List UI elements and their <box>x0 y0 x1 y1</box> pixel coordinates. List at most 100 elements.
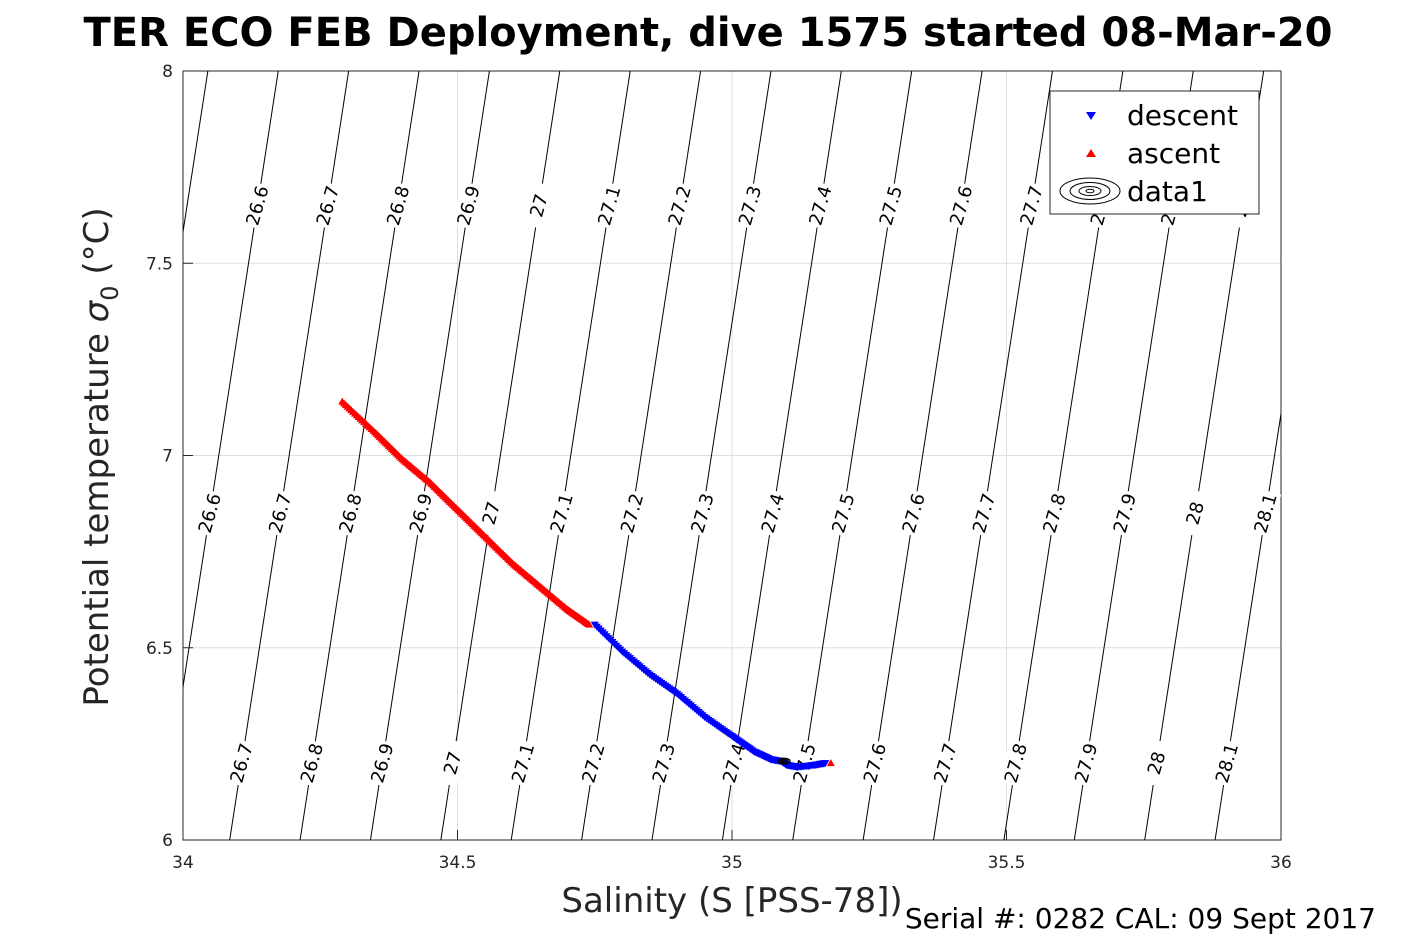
contour-label: 27.6 <box>860 741 891 785</box>
data-points <box>338 397 835 771</box>
contour-label: 26.7 <box>313 184 344 228</box>
contour-label-bg <box>1138 738 1173 788</box>
contour-label-bg <box>716 738 750 788</box>
contour-label: 27.3 <box>649 741 680 785</box>
contour-label-bg <box>1209 738 1243 788</box>
contour-label: 26.6 <box>195 491 226 535</box>
contour-label-bg <box>310 181 344 230</box>
y-axis-label: Potential temperature σ0 (°C) <box>77 207 124 706</box>
isopycnal-line <box>1285 71 1404 840</box>
legend-descent-label: descent <box>1127 99 1238 132</box>
contour-label-bg <box>333 488 367 538</box>
contour-label-bg <box>1107 488 1141 538</box>
contour-label-bg <box>262 488 296 538</box>
contour-label: 27.1 <box>594 184 625 228</box>
x-tick-label: 36 <box>1270 853 1292 873</box>
contour-label: 27.1 <box>508 741 539 785</box>
contour-label-bg <box>450 181 485 230</box>
contour-label-bg <box>732 181 766 230</box>
contour-label: 27.7 <box>930 741 961 785</box>
contour-label-bg <box>873 181 907 230</box>
contour-label: 26.9 <box>453 184 484 228</box>
contour-label: 28.1 <box>1250 491 1281 535</box>
contour-label-bg <box>787 738 821 788</box>
contour-label: 27.5 <box>876 184 907 228</box>
contour-label-bg <box>943 181 977 230</box>
footer-serial-cal: Serial #: 0282 CAL: 09 Sept 2017 <box>905 902 1376 935</box>
contour-label-bg <box>473 488 508 538</box>
legend: descent ascent data1 <box>1049 90 1260 215</box>
contour-label-bg <box>364 738 399 788</box>
contour-label: 27.2 <box>665 184 696 228</box>
contour-label: 27.7 <box>969 491 1000 535</box>
contour-label: 26.9 <box>367 741 398 785</box>
contour-label-bg <box>998 738 1032 788</box>
contour-label-bg <box>857 738 891 788</box>
contour-label: 27.8 <box>1039 491 1070 535</box>
x-axis-label: Salinity (S [PSS-78]) <box>561 881 902 921</box>
contour-label-bg <box>896 488 930 538</box>
contour-label-bg <box>802 181 837 230</box>
x-tick-label: 34 <box>172 853 194 873</box>
contour-label-bg <box>966 488 1000 538</box>
isopycnal-line <box>1214 410 1281 840</box>
contour-label-bg <box>684 488 719 538</box>
y-tick-label: 6.5 <box>146 639 173 659</box>
contour-label: 26.6 <box>242 184 273 228</box>
contour-label-bg <box>1177 488 1211 538</box>
contour-label: 27.2 <box>617 491 648 535</box>
legend-ascent-label: ascent <box>1127 137 1220 170</box>
y-tick-label: 7 <box>162 447 173 467</box>
contour-label-bg <box>403 488 437 538</box>
ascent-point <box>826 759 835 767</box>
axis-ticks: 34 34.5 35 35.5 36 6 6.5 7 7.5 8 <box>146 62 1292 873</box>
contour-label-bg <box>1014 181 1048 230</box>
data1-contour <box>777 757 791 765</box>
contour-label: 27.4 <box>758 491 789 535</box>
chart-title: TER ECO FEB Deployment, dive 1575 starte… <box>83 10 1332 56</box>
legend-data1-contour-icon <box>1059 177 1121 205</box>
contour-label: 26.8 <box>297 741 328 785</box>
contour-label-bg <box>1036 488 1071 538</box>
data1-contour <box>779 758 789 764</box>
contour-label: 27.2 <box>578 741 609 785</box>
legend-ascent-marker <box>1086 149 1096 157</box>
contour-label: 26.7 <box>265 491 296 535</box>
contour-label: 27.4 <box>805 184 836 228</box>
data1-contour <box>781 759 787 763</box>
contour-label-bg <box>294 738 328 788</box>
y-tick-label: 8 <box>162 62 173 82</box>
contour-label-bg <box>380 181 414 230</box>
contour-label-bg <box>435 738 469 788</box>
y-tick-label: 6 <box>162 831 173 851</box>
contour-label: 27.3 <box>735 184 766 228</box>
contour-label: 27.8 <box>1001 741 1032 785</box>
contour-label-bg <box>223 738 258 788</box>
contour-label: 27.9 <box>1071 741 1102 785</box>
x-tick-label: 35 <box>721 853 743 873</box>
legend-descent-marker <box>1086 112 1096 120</box>
contour-label-bg <box>927 738 962 788</box>
y-tick-label: 7.5 <box>146 254 173 274</box>
contour-label: 27.3 <box>687 491 718 535</box>
contour-label: 27.6 <box>899 491 930 535</box>
contour-label: 27.6 <box>946 184 977 228</box>
contour-label-bg <box>614 488 648 538</box>
ascent-point <box>585 620 594 628</box>
contour-label: 27.9 <box>1110 491 1141 535</box>
contour-label-bg <box>505 738 539 788</box>
legend-data1-label: data1 <box>1127 175 1208 208</box>
contour-label-bg <box>575 738 610 788</box>
contour-label: 26.8 <box>335 491 366 535</box>
contour-labels: 26.726.826.92727.127.227.327.427.527.627… <box>192 181 1282 788</box>
contour-label-bg <box>755 488 789 538</box>
contour-label: 26.9 <box>406 491 437 535</box>
contour-label: 27.5 <box>828 491 859 535</box>
contour-label-bg <box>662 181 696 230</box>
contour-label-bg <box>192 488 226 538</box>
contour-label: 26.8 <box>383 184 414 228</box>
contour-label-bg <box>825 488 860 538</box>
contour-label-bg <box>521 181 555 230</box>
contour-label: 27.7 <box>1017 184 1048 228</box>
